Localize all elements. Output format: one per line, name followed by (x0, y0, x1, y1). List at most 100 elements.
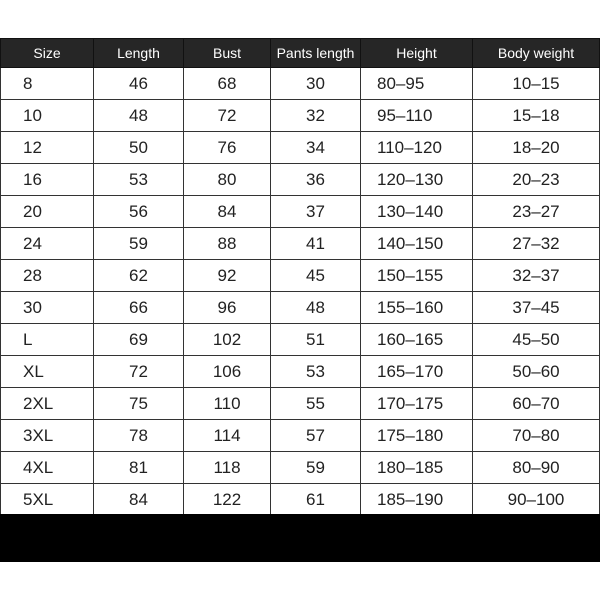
table-body: 8 46 68 30 80–95 10–15 10 48 72 32 95–110 15–18 12 50… (0, 67, 600, 516)
value-cell: 170–175 (360, 387, 473, 420)
value-cell: 185–190 (360, 483, 473, 516)
table-row: 10 48 72 32 95–110 15–18 (0, 99, 600, 132)
value-cell: 60–70 (472, 387, 600, 420)
value-cell: 27–32 (472, 227, 600, 260)
column-header: Pants length (270, 38, 361, 68)
table-row: 5XL 84 122 61 185–190 90–100 (0, 483, 600, 516)
table-row: 24 59 88 41 140–150 27–32 (0, 227, 600, 260)
value-cell: 61 (270, 483, 361, 516)
value-cell: 62 (93, 259, 184, 292)
header-row: Size Length Bust Pants length Height Body wei… (0, 38, 600, 68)
value-cell: 68 (183, 67, 271, 100)
value-cell: 57 (270, 419, 361, 452)
bottom-black-band (0, 514, 600, 562)
value-cell: 69 (93, 323, 184, 356)
value-cell: 46 (93, 67, 184, 100)
value-cell: 114 (183, 419, 271, 452)
value-cell: 10–15 (472, 67, 600, 100)
size-cell: 4XL (0, 451, 94, 484)
size-cell: 20 (0, 195, 94, 228)
value-cell: 48 (93, 99, 184, 132)
value-cell: 84 (93, 483, 184, 516)
value-cell: 180–185 (360, 451, 473, 484)
table-row: XL 72 106 53 165–170 50–60 (0, 355, 600, 388)
value-cell: 66 (93, 291, 184, 324)
size-cell: 8 (0, 67, 94, 100)
value-cell: 102 (183, 323, 271, 356)
value-cell: 84 (183, 195, 271, 228)
value-cell: 45–50 (472, 323, 600, 356)
value-cell: 37 (270, 195, 361, 228)
value-cell: 59 (93, 227, 184, 260)
value-cell: 92 (183, 259, 271, 292)
table-row: L 69 102 51 160–165 45–50 (0, 323, 600, 356)
value-cell: 53 (270, 355, 361, 388)
value-cell: 72 (93, 355, 184, 388)
size-cell: 5XL (0, 483, 94, 516)
value-cell: 122 (183, 483, 271, 516)
value-cell: 32 (270, 99, 361, 132)
value-cell: 80–95 (360, 67, 473, 100)
value-cell: 140–150 (360, 227, 473, 260)
value-cell: 90–100 (472, 483, 600, 516)
value-cell: 48 (270, 291, 361, 324)
size-cell: 2XL (0, 387, 94, 420)
value-cell: 155–160 (360, 291, 473, 324)
value-cell: 80 (183, 163, 271, 196)
table-row: 16 53 80 36 120–130 20–23 (0, 163, 600, 196)
value-cell: 55 (270, 387, 361, 420)
value-cell: 80–90 (472, 451, 600, 484)
value-cell: 78 (93, 419, 184, 452)
size-cell: 30 (0, 291, 94, 324)
value-cell: 150–155 (360, 259, 473, 292)
column-header: Size (0, 38, 94, 68)
table-row: 8 46 68 30 80–95 10–15 (0, 67, 600, 100)
table-row: 4XL 81 118 59 180–185 80–90 (0, 451, 600, 484)
size-cell: 16 (0, 163, 94, 196)
column-header: Height (360, 38, 473, 68)
value-cell: 106 (183, 355, 271, 388)
value-cell: 88 (183, 227, 271, 260)
value-cell: 32–37 (472, 259, 600, 292)
value-cell: 70–80 (472, 419, 600, 452)
table-row: 30 66 96 48 155–160 37–45 (0, 291, 600, 324)
table-row: 2XL 75 110 55 170–175 60–70 (0, 387, 600, 420)
value-cell: 72 (183, 99, 271, 132)
value-cell: 95–110 (360, 99, 473, 132)
value-cell: 160–165 (360, 323, 473, 356)
value-cell: 56 (93, 195, 184, 228)
size-chart-table: Size Length Bust Pants length Height Body wei… (0, 38, 600, 516)
value-cell: 165–170 (360, 355, 473, 388)
value-cell: 41 (270, 227, 361, 260)
size-cell: L (0, 323, 94, 356)
size-cell: 28 (0, 259, 94, 292)
value-cell: 75 (93, 387, 184, 420)
value-cell: 15–18 (472, 99, 600, 132)
value-cell: 20–23 (472, 163, 600, 196)
value-cell: 50 (93, 131, 184, 164)
value-cell: 96 (183, 291, 271, 324)
column-header: Length (93, 38, 184, 68)
value-cell: 110 (183, 387, 271, 420)
value-cell: 53 (93, 163, 184, 196)
value-cell: 110–120 (360, 131, 473, 164)
value-cell: 130–140 (360, 195, 473, 228)
value-cell: 175–180 (360, 419, 473, 452)
value-cell: 36 (270, 163, 361, 196)
value-cell: 30 (270, 67, 361, 100)
size-cell: 10 (0, 99, 94, 132)
value-cell: 34 (270, 131, 361, 164)
value-cell: 120–130 (360, 163, 473, 196)
value-cell: 76 (183, 131, 271, 164)
table-row: 20 56 84 37 130–140 23–27 (0, 195, 600, 228)
value-cell: 45 (270, 259, 361, 292)
value-cell: 37–45 (472, 291, 600, 324)
table-row: 3XL 78 114 57 175–180 70–80 (0, 419, 600, 452)
value-cell: 18–20 (472, 131, 600, 164)
value-cell: 51 (270, 323, 361, 356)
value-cell: 118 (183, 451, 271, 484)
size-cell: XL (0, 355, 94, 388)
value-cell: 50–60 (472, 355, 600, 388)
value-cell: 59 (270, 451, 361, 484)
size-cell: 24 (0, 227, 94, 260)
